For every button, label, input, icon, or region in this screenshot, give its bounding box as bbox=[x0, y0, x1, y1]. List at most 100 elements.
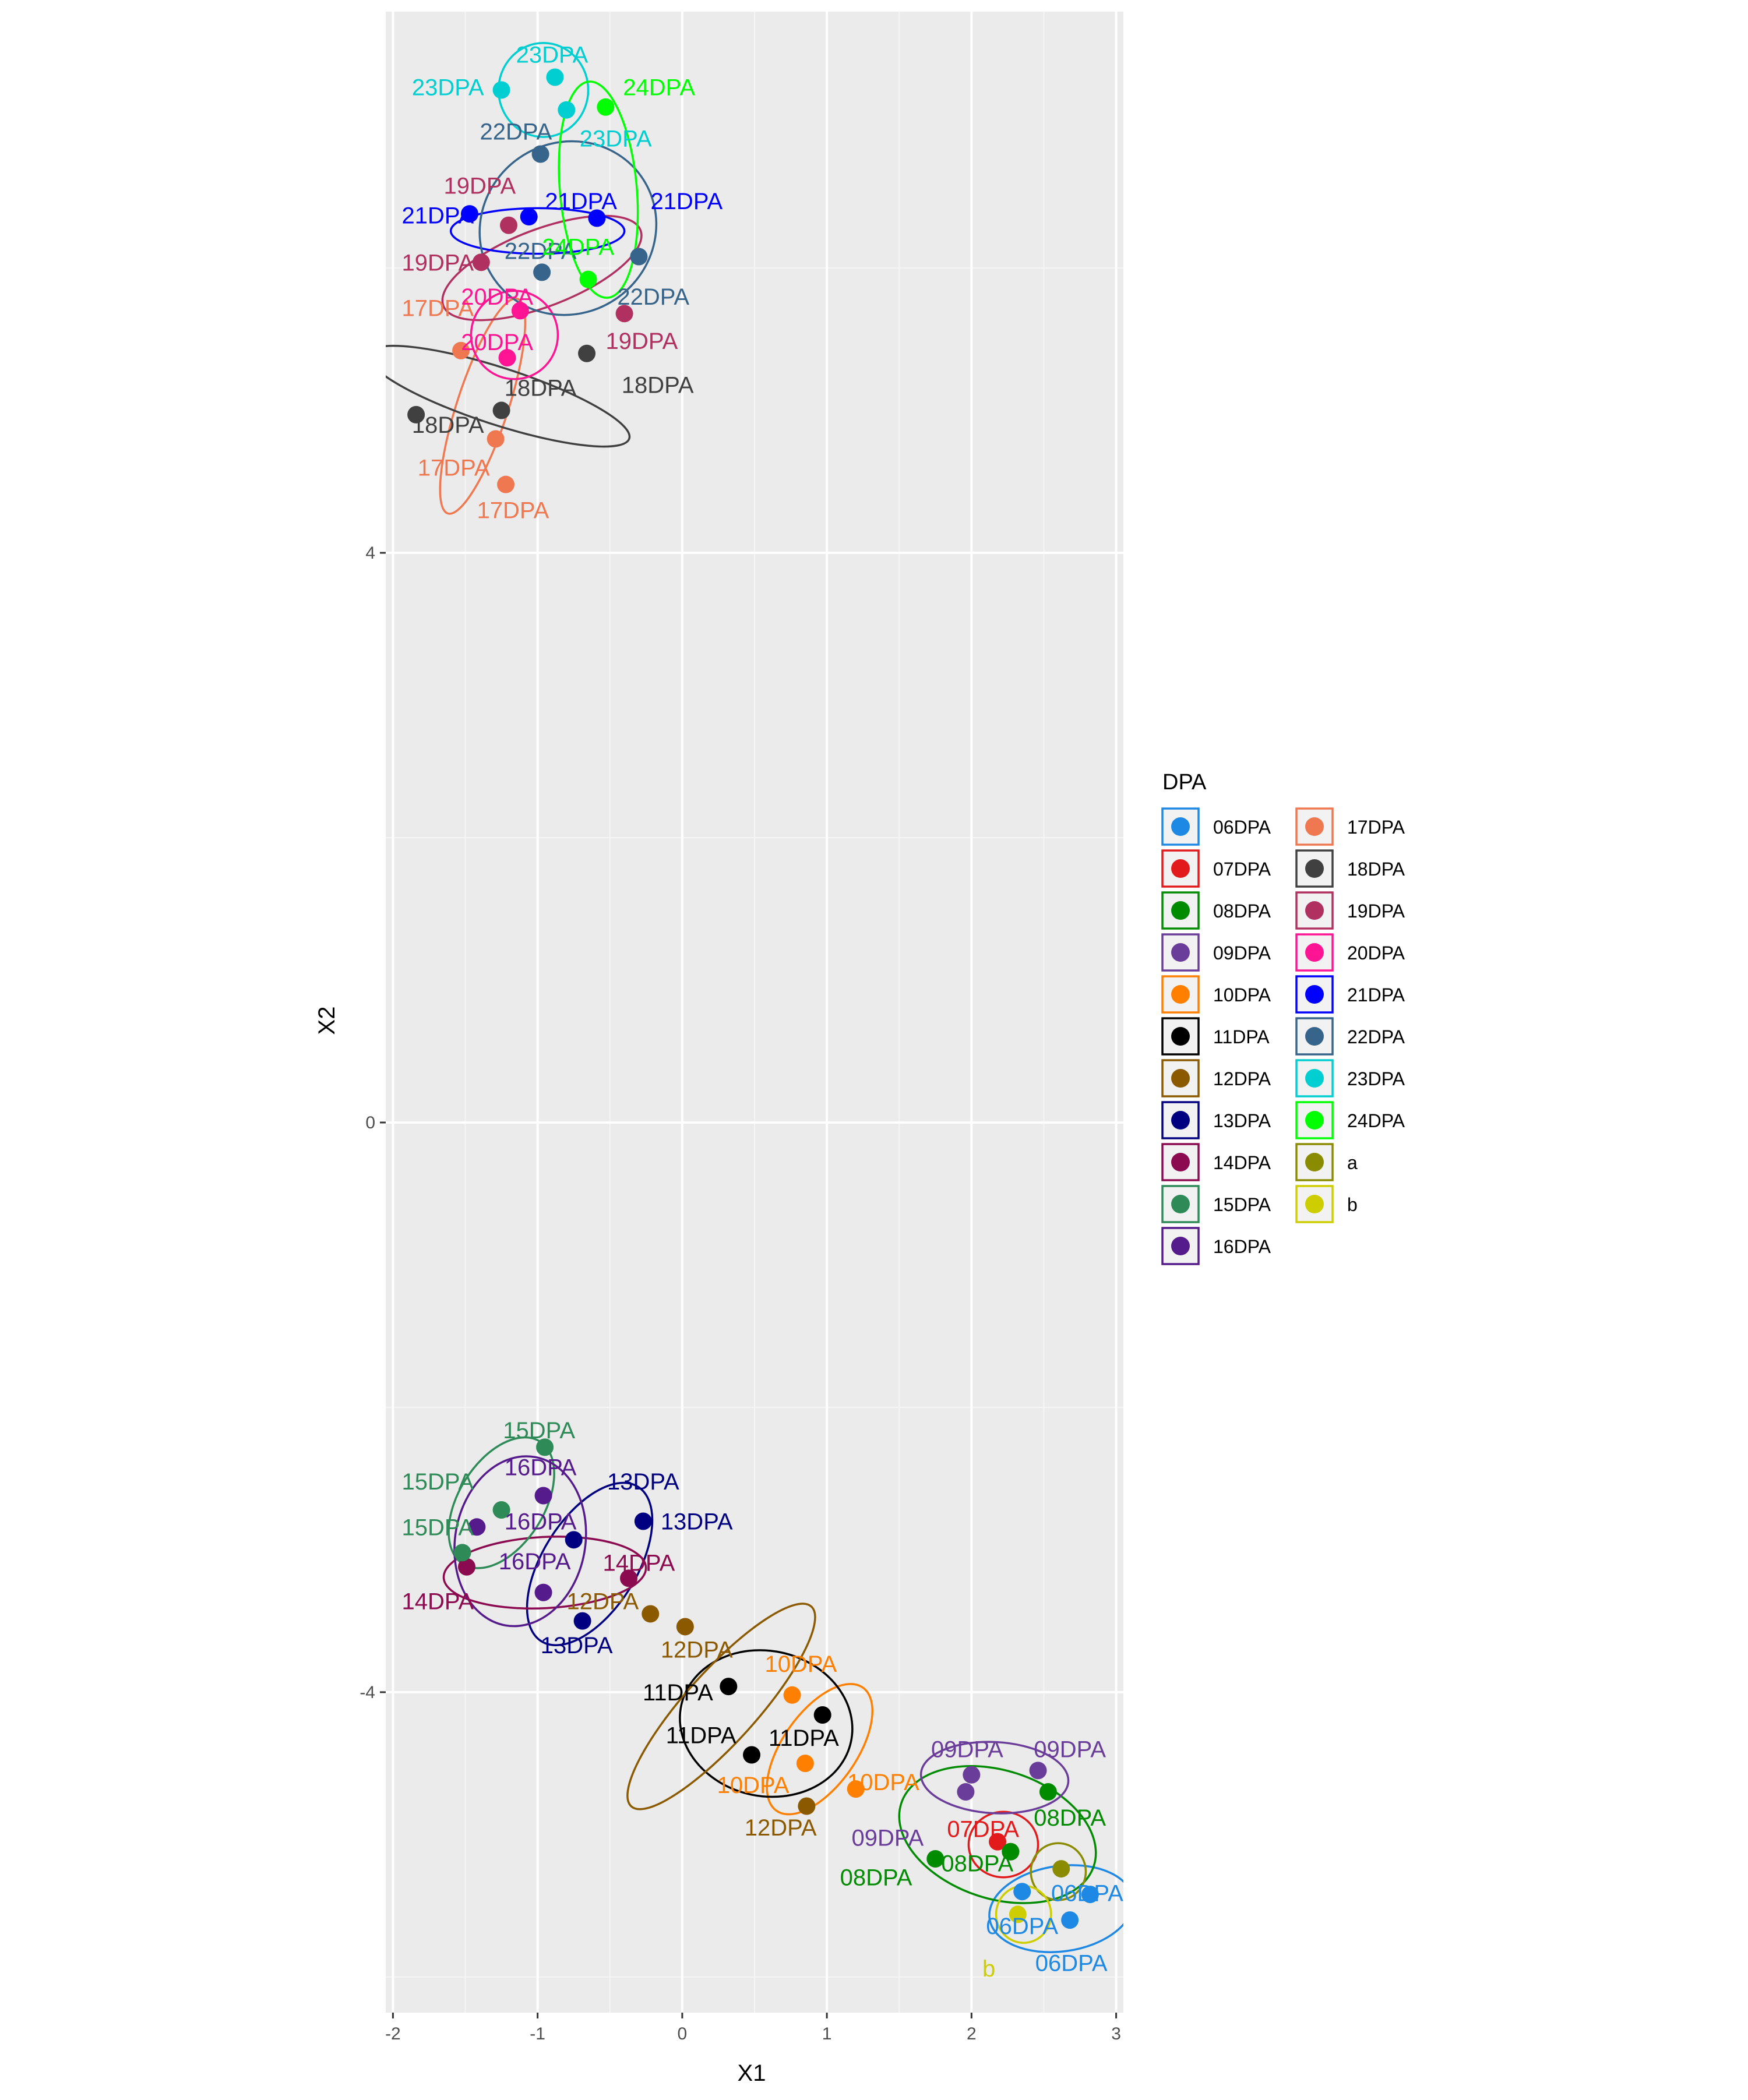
point-label: 15DPA bbox=[401, 1515, 474, 1540]
legend-label-24DPA: 24DPA bbox=[1347, 1110, 1405, 1131]
point-17DPA bbox=[497, 475, 515, 493]
point-label: 06DPA bbox=[986, 1914, 1058, 1939]
point-13DPA bbox=[573, 1612, 591, 1630]
point-24DPA bbox=[597, 98, 615, 116]
legend-label-09DPA: 09DPA bbox=[1213, 943, 1271, 963]
point-a bbox=[1052, 1860, 1070, 1878]
point-label: 08DPA bbox=[840, 1865, 912, 1891]
point-label: 19DPA bbox=[443, 173, 516, 199]
legend-marker-14DPA bbox=[1171, 1153, 1190, 1171]
point-12DPA bbox=[642, 1605, 660, 1623]
ellipse-10DPA bbox=[766, 1683, 873, 1816]
ellipse-14DPA bbox=[442, 1536, 647, 1610]
point-label: 23DPA bbox=[580, 126, 652, 152]
point-08DPA bbox=[1039, 1783, 1057, 1801]
legend-marker-19DPA bbox=[1305, 901, 1324, 920]
point-22DPA bbox=[630, 248, 648, 266]
ellipse-a bbox=[1030, 1842, 1087, 1901]
point-11DPA bbox=[743, 1746, 761, 1764]
point-17DPA bbox=[487, 430, 505, 448]
point-label: 17DPA bbox=[418, 455, 490, 481]
legend-label-a: a bbox=[1347, 1152, 1358, 1173]
point-07DPA bbox=[989, 1833, 1007, 1851]
legend-label-17DPA: 17DPA bbox=[1347, 817, 1405, 838]
point-label: 21DPA bbox=[401, 203, 474, 229]
point-label: 07DPA bbox=[947, 1817, 1019, 1843]
point-20DPA bbox=[498, 349, 516, 367]
y-tick-label: -4 bbox=[360, 1683, 375, 1702]
point-label: 16DPA bbox=[499, 1549, 571, 1575]
legend-label-18DPA: 18DPA bbox=[1347, 859, 1405, 880]
point-10DPA bbox=[783, 1686, 801, 1704]
point-label: 11DPA bbox=[769, 1725, 839, 1751]
x-tick-label: -2 bbox=[385, 2024, 401, 2043]
x-axis-title: X1 bbox=[738, 2060, 766, 2086]
legend-marker-18DPA bbox=[1305, 859, 1324, 878]
point-label: 16DPA bbox=[505, 1509, 577, 1535]
point-label: 22DPA bbox=[480, 119, 552, 144]
point-10DPA bbox=[796, 1755, 814, 1773]
point-label: 23DPA bbox=[412, 75, 484, 101]
point-23DPA bbox=[546, 68, 564, 86]
legend-label-08DPA: 08DPA bbox=[1213, 901, 1271, 922]
point-label: 24DPA bbox=[542, 234, 614, 260]
legend-marker-b bbox=[1305, 1195, 1324, 1213]
point-22DPA bbox=[533, 263, 551, 281]
legend-label-15DPA: 15DPA bbox=[1213, 1194, 1271, 1215]
legend-label-13DPA: 13DPA bbox=[1213, 1110, 1271, 1131]
point-10DPA bbox=[847, 1780, 865, 1798]
ellipse-08DPA bbox=[898, 1765, 1097, 1904]
legend-marker-06DPA bbox=[1171, 817, 1190, 836]
point-11DPA bbox=[720, 1678, 738, 1696]
point-09DPA bbox=[1029, 1762, 1047, 1780]
point-label: 18DPA bbox=[505, 375, 577, 401]
point-label: 09DPA bbox=[1034, 1737, 1106, 1763]
point-label: 08DPA bbox=[941, 1851, 1013, 1876]
point-label: 18DPA bbox=[622, 373, 694, 398]
point-11DPA bbox=[813, 1706, 831, 1724]
x-tick-label: 2 bbox=[967, 2024, 977, 2043]
point-label: 17DPA bbox=[401, 296, 474, 322]
point-label: 12DPA bbox=[566, 1589, 639, 1614]
legend-label-22DPA: 22DPA bbox=[1347, 1026, 1405, 1047]
legend-key-13DPA bbox=[1161, 1101, 1200, 1139]
legend-marker-20DPA bbox=[1305, 943, 1324, 962]
point-label: 10DPA bbox=[717, 1773, 790, 1798]
ellipse-22DPA bbox=[478, 140, 658, 316]
point-label: 13DPA bbox=[607, 1469, 679, 1495]
point-label: 08DPA bbox=[1034, 1805, 1106, 1831]
point-16DPA bbox=[534, 1583, 552, 1601]
legend-marker-09DPA bbox=[1171, 943, 1190, 962]
ellipse-16DPA bbox=[453, 1455, 587, 1628]
point-label: b bbox=[982, 1956, 995, 1982]
axis-layer: X1 X2 -2 -1 0 1 2 3 -4 0 4 bbox=[314, 543, 1121, 2086]
point-06DPA bbox=[1013, 1883, 1031, 1901]
legend-marker-10DPA bbox=[1171, 985, 1190, 1004]
point-06DPA bbox=[1061, 1911, 1079, 1929]
legend-marker-11DPA bbox=[1171, 1027, 1190, 1046]
point-label: 15DPA bbox=[503, 1418, 575, 1443]
point-label: 17DPA bbox=[477, 498, 549, 524]
legend-marker-a bbox=[1305, 1153, 1324, 1171]
ellipse-09DPA bbox=[919, 1741, 1070, 1815]
point-15DPA bbox=[492, 1501, 510, 1519]
point-18DPA bbox=[578, 344, 596, 362]
point-label: 13DPA bbox=[661, 1509, 733, 1535]
legend-label-07DPA: 07DPA bbox=[1213, 859, 1271, 880]
legend-marker-08DPA bbox=[1171, 901, 1190, 920]
point-23DPA bbox=[558, 101, 576, 119]
legend-label-12DPA: 12DPA bbox=[1213, 1068, 1271, 1089]
ellipse-24DPA bbox=[558, 80, 639, 299]
point-06DPA bbox=[1081, 1886, 1099, 1904]
point-b bbox=[1009, 1905, 1027, 1923]
point-label: 06DPA bbox=[1051, 1881, 1123, 1907]
point-label: 22DPA bbox=[617, 284, 689, 310]
legend-marker-21DPA bbox=[1305, 985, 1324, 1004]
point-19DPA bbox=[500, 216, 517, 234]
point-label: 13DPA bbox=[541, 1633, 613, 1658]
point-label: 21DPA bbox=[545, 189, 617, 214]
legend-marker-22DPA bbox=[1305, 1027, 1324, 1046]
point-label: 14DPA bbox=[401, 1589, 474, 1614]
legend-marker-23DPA bbox=[1305, 1069, 1324, 1088]
